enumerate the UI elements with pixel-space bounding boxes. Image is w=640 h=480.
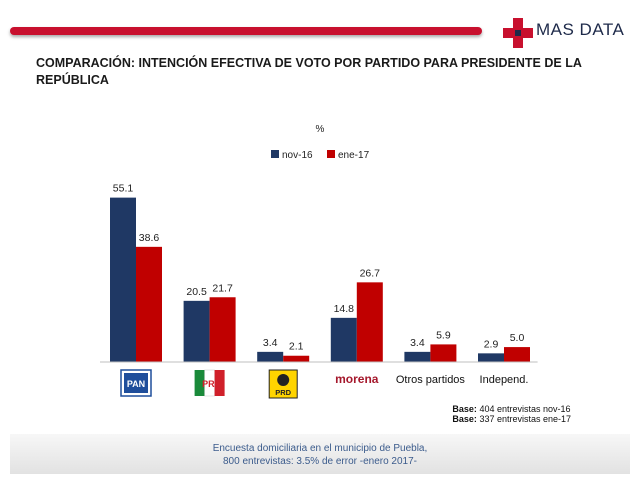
category-label-otros-partidos: Otros partidos <box>396 374 466 386</box>
bar-pri-ene-17 <box>209 297 236 362</box>
bar-pan-nov-16 <box>110 197 136 362</box>
bar-pri-nov-16 <box>183 300 210 362</box>
base-line-1: 404 entrevistas nov-16 <box>479 404 571 414</box>
footer-line-2: 800 entrevistas: 3.5% de error -enero 20… <box>223 456 417 467</box>
category-label-independ-: Independ. <box>480 374 529 386</box>
prd-logo-sun <box>277 374 290 386</box>
pri-logo-text: PRI <box>202 379 217 389</box>
brand-logo: MAS DATA <box>503 15 624 51</box>
data-label-pri-nov-16: 20.5 <box>186 286 207 298</box>
data-label-independ--nov-16: 2.9 <box>484 338 499 350</box>
legend-label-ene-17: ene-17 <box>338 150 370 161</box>
data-label-prd-ene-17: 2.1 <box>289 341 304 353</box>
brand-name: MAS DATA <box>536 20 625 39</box>
data-label-morena-ene-17: 26.7 <box>360 267 381 279</box>
base-label-1: Base: <box>452 404 477 414</box>
page-title: COMPARACIÓN: INTENCIÓN EFECTIVA DE VOTO … <box>36 56 582 87</box>
bar-independ--nov-16 <box>478 353 504 362</box>
prd-logo-text: PRD <box>275 388 291 397</box>
morena-logo-icon: morena <box>335 372 379 386</box>
legend-swatch-nov-16 <box>271 150 279 158</box>
header-accent-bar <box>10 27 482 35</box>
base-label-2: Base: <box>452 414 477 424</box>
data-label-otros-partidos-ene-17: 5.9 <box>436 329 451 341</box>
data-label-pan-ene-17: 38.6 <box>139 232 160 244</box>
data-label-pri-ene-17: 21.7 <box>212 282 233 294</box>
data-label-otros-partidos-nov-16: 3.4 <box>410 337 425 349</box>
pan-logo-fill <box>124 373 148 393</box>
footer-line-1: Encuesta domiciliaria en el municipio de… <box>212 443 428 454</box>
bar-prd-ene-17 <box>283 355 310 362</box>
pri-logo-red <box>214 370 225 396</box>
footer-panel: Encuesta domiciliaria en el municipio de… <box>10 434 630 474</box>
data-label-independ--ene-17: 5.0 <box>510 332 525 344</box>
pri-logo-icon <box>194 370 205 396</box>
data-label-pan-nov-16: 55.1 <box>113 183 134 195</box>
data-label-morena-nov-16: 14.8 <box>334 303 355 315</box>
legend-label-nov-16: nov-16 <box>282 150 313 161</box>
base-line-2: 337 entrevistas ene-17 <box>479 414 571 424</box>
base-notes: Base: 404 entrevistas nov-16 Base: 337 e… <box>452 404 571 424</box>
bar-otros-partidos-ene-17 <box>430 344 457 362</box>
bar-morena-nov-16 <box>330 317 357 362</box>
bar-pan-ene-17 <box>136 246 162 362</box>
bar-independ--ene-17 <box>504 347 530 362</box>
data-label-prd-nov-16: 3.4 <box>263 337 278 349</box>
legend-swatch-ene-17 <box>327 150 335 158</box>
bar-prd-nov-16 <box>257 351 284 362</box>
unit-label: % <box>316 124 325 135</box>
bar-otros-partidos-nov-16 <box>404 351 431 362</box>
pan-logo-text: PAN <box>127 379 145 389</box>
cross-icon <box>503 18 533 48</box>
bar-morena-ene-17 <box>356 282 383 362</box>
